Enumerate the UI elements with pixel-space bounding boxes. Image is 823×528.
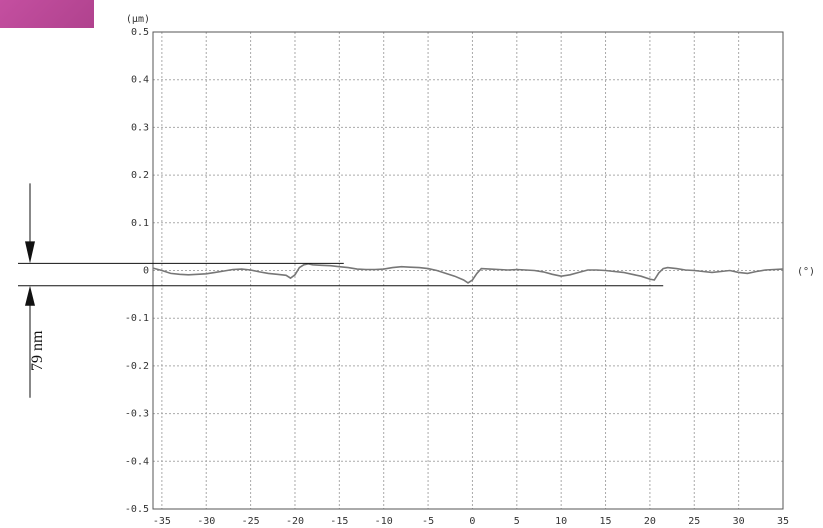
annotation-label: 79 nm [29, 330, 46, 371]
y-tick-label: 0.4 [131, 75, 149, 86]
y-tick-label: 0 [143, 266, 149, 277]
x-tick-label: -20 [286, 516, 304, 527]
x-tick-label: 15 [600, 516, 612, 527]
profile-series [152, 262, 784, 284]
plot-frame [152, 31, 784, 510]
y-axis-unit-label: (μm) [126, 14, 150, 25]
x-tick-label: 20 [644, 516, 656, 527]
height-annotation: 79 nm [18, 183, 664, 398]
x-tick-label: 5 [514, 516, 520, 527]
x-tick-label: 35 [777, 516, 789, 527]
y-tick-label: 0.2 [131, 170, 149, 181]
x-tick-label: -10 [375, 516, 393, 527]
x-tick-label: 10 [555, 516, 567, 527]
corner-color-tab [0, 0, 94, 28]
y-tick-label: -0.1 [125, 313, 149, 324]
annotation-up-arrow-icon [25, 285, 35, 306]
x-tick-label: -15 [330, 516, 348, 527]
x-tick-label: 25 [688, 516, 700, 527]
grid [153, 31, 784, 510]
y-tick-label: -0.3 [125, 409, 149, 420]
x-tick-label: -5 [422, 516, 434, 527]
x-axis-unit-label: (°) [797, 267, 815, 278]
x-tick-label: -30 [197, 516, 215, 527]
x-tick-label: 0 [469, 516, 475, 527]
y-tick-label: 0.1 [131, 218, 149, 229]
x-axis-tick-labels: -35 -30 -25 -20 -15 -10 -5 0 5 10 15 20 25 30 35 [153, 516, 789, 527]
y-tick-label: -0.5 [125, 504, 149, 515]
y-tick-label: -0.4 [125, 456, 149, 467]
profile-line [152, 262, 784, 284]
x-tick-label: -35 [153, 516, 171, 527]
x-tick-label: -25 [242, 516, 260, 527]
y-tick-label: -0.2 [125, 361, 149, 372]
y-tick-label: 0.5 [131, 27, 149, 38]
x-tick-label: 30 [733, 516, 745, 527]
y-tick-label: 0.3 [131, 122, 149, 133]
y-axis-tick-labels: 0.5 0.4 0.3 0.2 0.1 0 -0.1 -0.2 -0.3 -0.4 -0.5 [125, 27, 149, 515]
annotation-down-arrow-icon [25, 241, 35, 264]
